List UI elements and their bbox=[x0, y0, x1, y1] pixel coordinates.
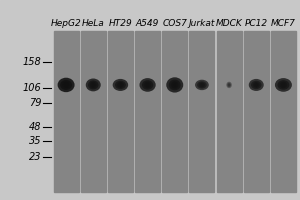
Text: 23: 23 bbox=[29, 152, 41, 162]
Text: PC12: PC12 bbox=[245, 19, 268, 28]
Ellipse shape bbox=[86, 78, 101, 91]
Ellipse shape bbox=[280, 82, 287, 88]
Bar bbox=[244, 31, 269, 192]
Ellipse shape bbox=[142, 80, 153, 90]
Text: MCF7: MCF7 bbox=[271, 19, 296, 28]
Ellipse shape bbox=[228, 83, 230, 87]
Ellipse shape bbox=[171, 81, 178, 89]
Ellipse shape bbox=[226, 82, 232, 88]
Ellipse shape bbox=[254, 83, 258, 87]
Text: HT29: HT29 bbox=[109, 19, 132, 28]
Text: 79: 79 bbox=[29, 98, 41, 108]
Ellipse shape bbox=[169, 80, 181, 90]
Text: 106: 106 bbox=[23, 83, 41, 93]
Ellipse shape bbox=[249, 79, 264, 91]
Ellipse shape bbox=[228, 84, 230, 86]
Ellipse shape bbox=[88, 80, 98, 89]
Ellipse shape bbox=[199, 82, 205, 88]
Ellipse shape bbox=[113, 79, 128, 91]
Ellipse shape bbox=[117, 82, 124, 88]
Ellipse shape bbox=[92, 83, 95, 87]
Ellipse shape bbox=[144, 82, 151, 88]
Bar bbox=[217, 31, 242, 192]
Ellipse shape bbox=[58, 78, 75, 92]
Bar bbox=[271, 31, 296, 192]
Ellipse shape bbox=[251, 81, 262, 89]
Text: HeLa: HeLa bbox=[82, 19, 105, 28]
Bar bbox=[81, 31, 106, 192]
Ellipse shape bbox=[64, 82, 68, 87]
Text: COS7: COS7 bbox=[162, 19, 187, 28]
Ellipse shape bbox=[166, 77, 183, 93]
Ellipse shape bbox=[200, 83, 204, 87]
Text: 48: 48 bbox=[29, 122, 41, 132]
Ellipse shape bbox=[118, 83, 122, 87]
Ellipse shape bbox=[195, 80, 209, 90]
Text: MDCK: MDCK bbox=[216, 19, 242, 28]
Text: A549: A549 bbox=[136, 19, 159, 28]
Ellipse shape bbox=[140, 78, 156, 92]
Text: Jurkat: Jurkat bbox=[189, 19, 215, 28]
Ellipse shape bbox=[62, 81, 70, 89]
Bar bbox=[162, 31, 187, 192]
Ellipse shape bbox=[90, 82, 97, 88]
Bar bbox=[135, 31, 160, 192]
Ellipse shape bbox=[172, 82, 177, 88]
Bar bbox=[108, 31, 133, 192]
Ellipse shape bbox=[281, 83, 286, 87]
Ellipse shape bbox=[275, 78, 292, 92]
Ellipse shape bbox=[227, 83, 231, 87]
Ellipse shape bbox=[197, 81, 207, 89]
Ellipse shape bbox=[146, 83, 150, 87]
Bar bbox=[189, 31, 214, 192]
Text: 35: 35 bbox=[29, 136, 41, 146]
Ellipse shape bbox=[253, 82, 260, 88]
Ellipse shape bbox=[60, 80, 72, 90]
Text: 158: 158 bbox=[23, 57, 41, 67]
Text: HepG2: HepG2 bbox=[51, 19, 82, 28]
Bar bbox=[54, 31, 79, 192]
Ellipse shape bbox=[115, 81, 126, 89]
Ellipse shape bbox=[278, 80, 290, 90]
